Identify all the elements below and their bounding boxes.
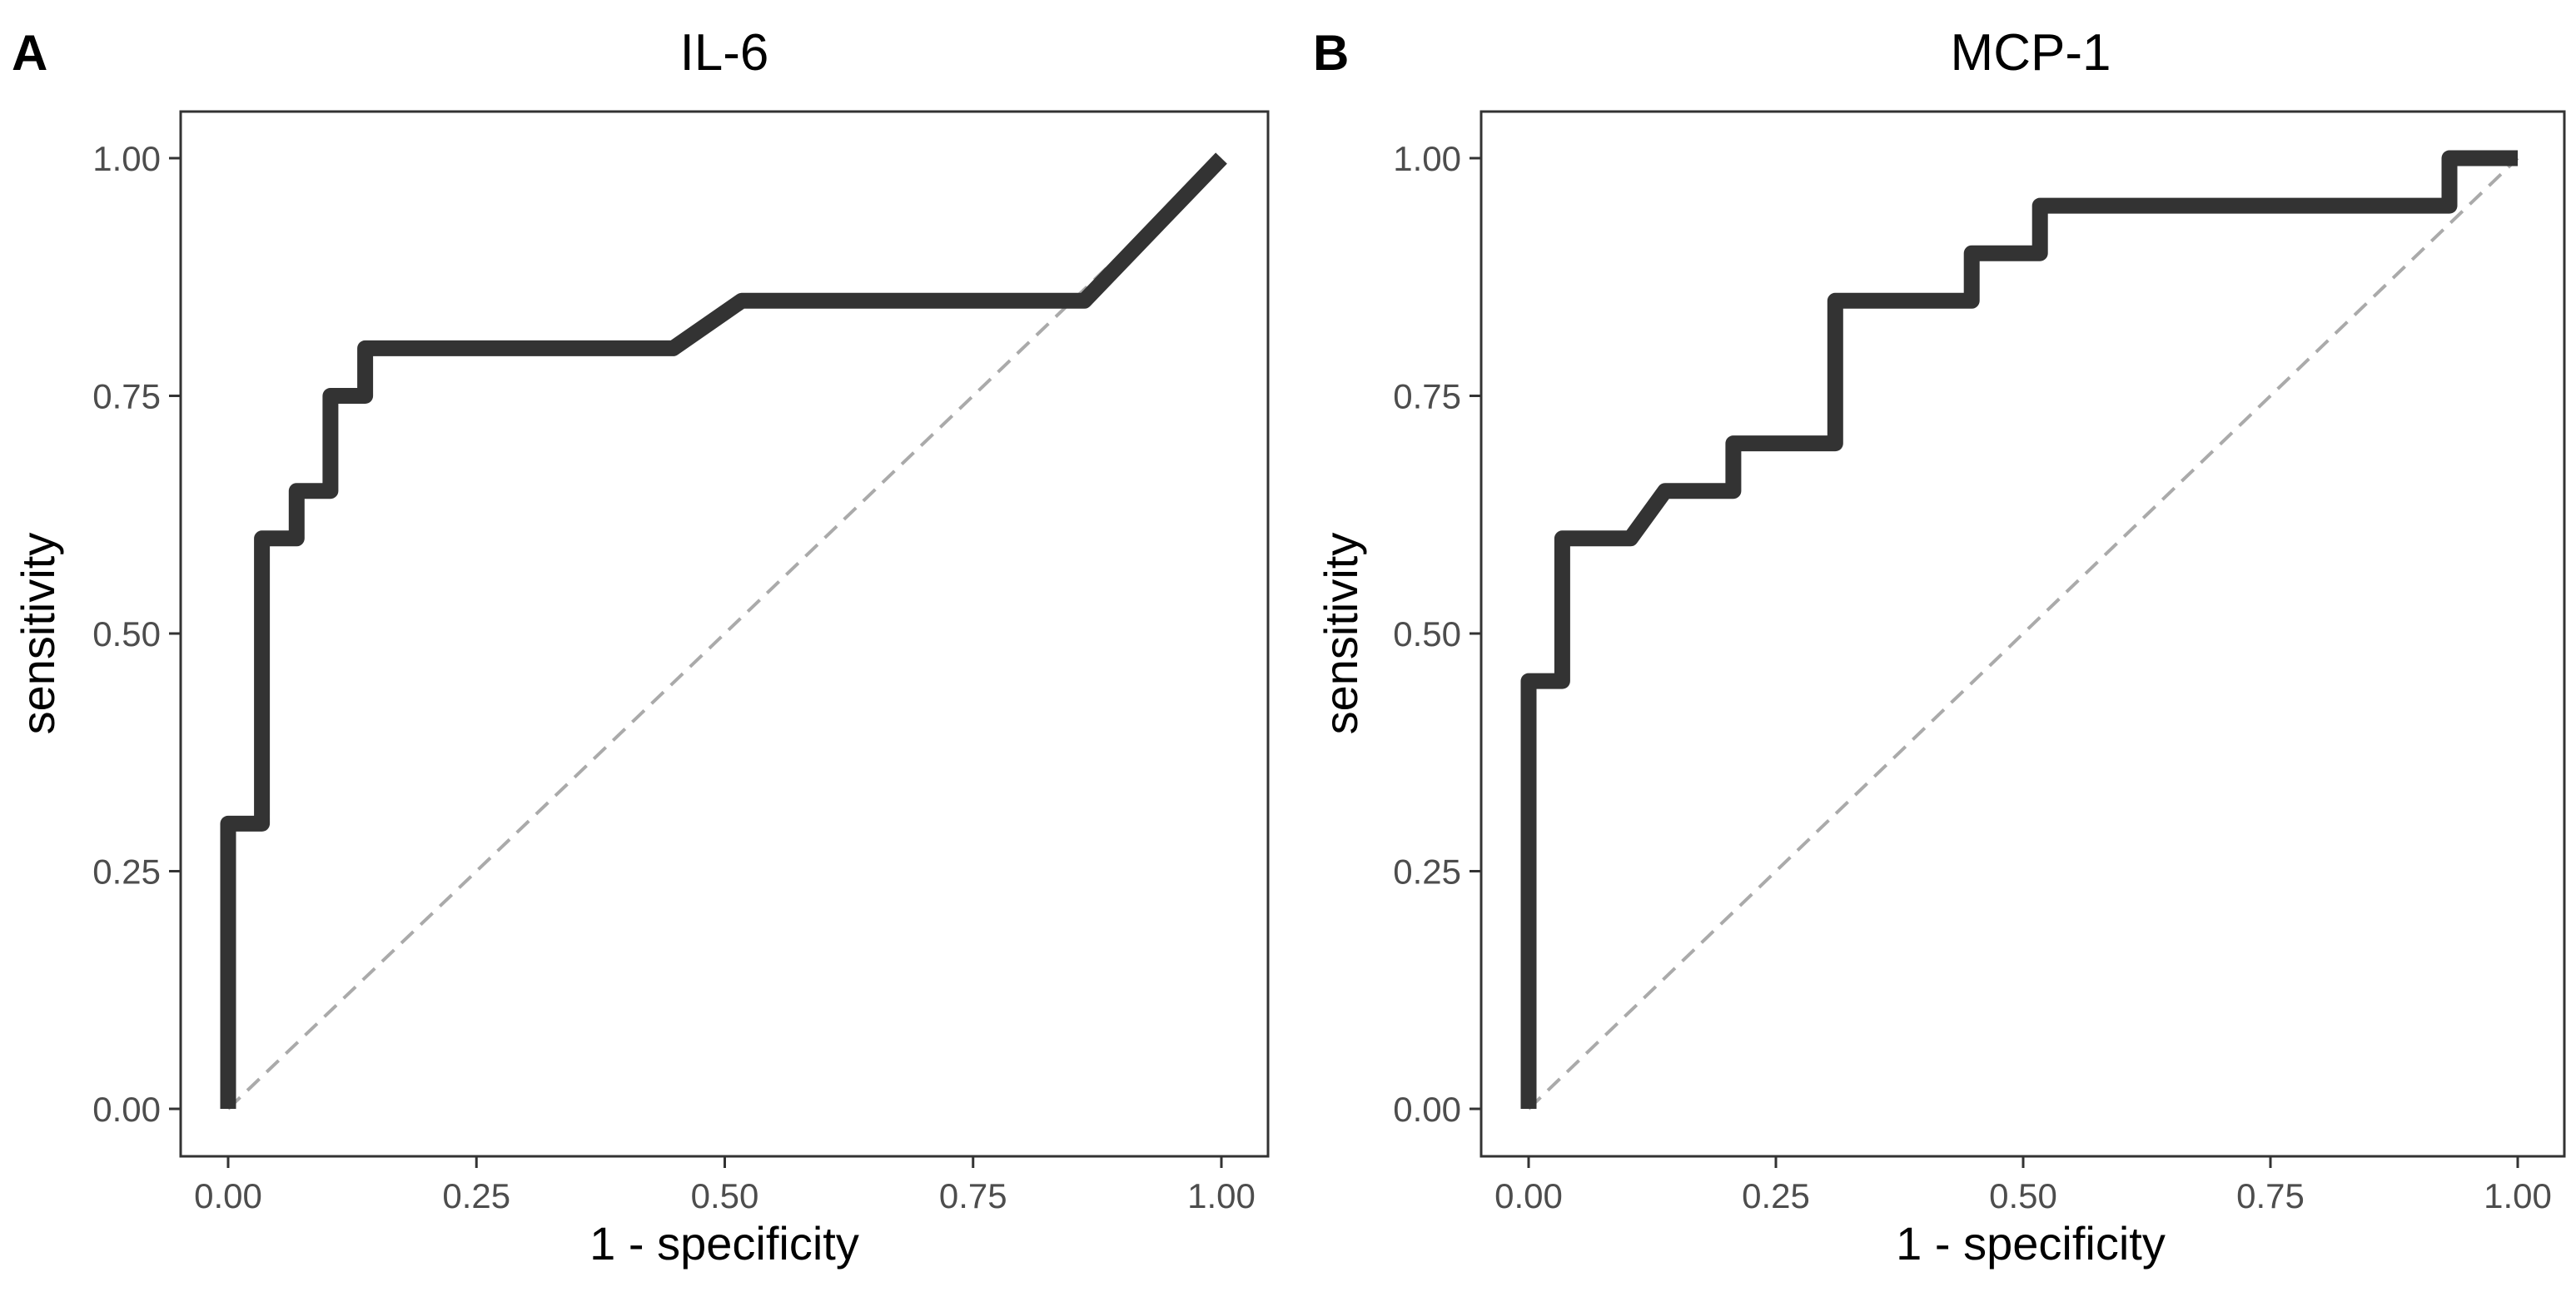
panel-a-y-tick-label: 0.50 xyxy=(92,614,161,653)
panel-a-y-tick-label: 1.00 xyxy=(92,139,161,178)
panel-a-y-tick-label: 0.00 xyxy=(92,1090,161,1129)
panel-a-roc-curve xyxy=(220,152,1227,1109)
panel-b-letter: B xyxy=(1313,25,1349,81)
panel-a-y-axis-title: sensitivity xyxy=(12,533,64,735)
panel-b-x-tick-label: 1.00 xyxy=(2484,1176,2552,1215)
panel-b-x-tick-label: 0.25 xyxy=(1742,1176,1810,1215)
panel-b-x-tick-label: 0.00 xyxy=(1494,1176,1563,1215)
panel-b-y-tick-label: 0.50 xyxy=(1393,614,1461,653)
panel-a-y-tick-label: 0.25 xyxy=(92,852,161,892)
panel-b-roc-curve xyxy=(1520,150,2518,1109)
panel-b-y-tick-label: 0.75 xyxy=(1393,377,1461,416)
panel-a-title: IL-6 xyxy=(680,24,769,82)
panel-a-x-tick-label: 1.00 xyxy=(1187,1176,1256,1215)
panel-a-x-tick-label: 0.00 xyxy=(194,1176,262,1215)
panel-b-y-tick-label: 1.00 xyxy=(1393,139,1461,178)
panel-b: B MCP-1 0.00 0.25 0.50 0.75 1.00 0.00 0.25 0.5… xyxy=(1313,24,2566,1270)
panel-a: A IL-6 0.00 0.25 0.50 0.75 1.00 0.00 0.25 0.50… xyxy=(12,24,1270,1270)
panel-b-title: MCP-1 xyxy=(1951,24,2111,82)
panel-b-x-axis-title: 1 - specificity xyxy=(1896,1217,2166,1270)
panel-a-x-axis-title: 1 - specificity xyxy=(589,1217,859,1270)
panel-b-reference-line xyxy=(1527,157,2519,1111)
panel-b-x-tick-label: 0.50 xyxy=(1989,1176,2057,1215)
panel-a-x-tick-label: 0.75 xyxy=(939,1176,1007,1215)
panel-b-y-tick-label: 0.00 xyxy=(1393,1090,1461,1129)
panel-a-letter: A xyxy=(12,25,47,81)
panel-b-y-tick-label: 0.25 xyxy=(1393,852,1461,892)
panel-a-x-tick-label: 0.50 xyxy=(691,1176,759,1215)
panel-a-x-tick-label: 0.25 xyxy=(442,1176,510,1215)
panel-b-x-tick-label: 0.75 xyxy=(2236,1176,2305,1215)
panel-a-reference-line xyxy=(226,157,1223,1111)
panel-a-y-tick-label: 0.75 xyxy=(92,377,161,416)
panel-b-y-axis-title: sensitivity xyxy=(1315,533,1367,735)
